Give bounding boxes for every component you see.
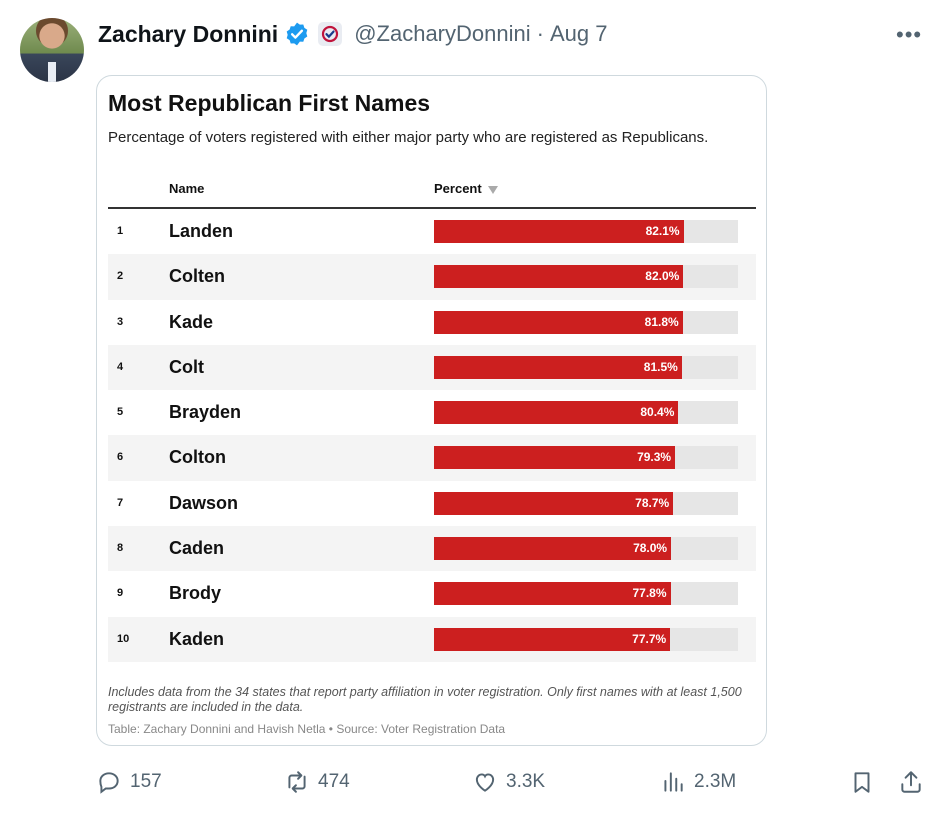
- bookmark-icon: [854, 772, 870, 793]
- bar-track: 77.8%: [434, 582, 738, 606]
- row-rank: 7: [117, 496, 124, 509]
- more-options-icon[interactable]: •••: [896, 22, 923, 47]
- bar-fill: 81.8%: [434, 310, 683, 334]
- bar-fill: 77.8%: [434, 582, 671, 606]
- verified-badge-icon[interactable]: [284, 21, 310, 47]
- table-row: 10 Kaden 77.7%: [108, 616, 756, 662]
- header-separator: ·: [536, 21, 544, 46]
- bar-fill: 82.0%: [434, 265, 684, 289]
- like-button[interactable]: 3.3K: [472, 762, 545, 802]
- row-name: Dawson: [169, 492, 239, 513]
- bar-fill: 77.7%: [434, 627, 671, 651]
- bar-value-label: 77.7%: [632, 631, 667, 646]
- row-rank: 9: [117, 587, 124, 600]
- media-card[interactable]: Most Republican First Names Percentage o…: [96, 75, 767, 746]
- row-name: Brayden: [169, 402, 242, 423]
- author-avatar[interactable]: [20, 18, 84, 82]
- row-rank: 4: [117, 360, 124, 373]
- bar-track: 81.5%: [434, 355, 738, 379]
- table-row: 2 Colten 82.0%: [108, 254, 756, 300]
- table-note: Includes data from the 34 states that re…: [108, 685, 742, 714]
- share-icon: [901, 771, 921, 793]
- bar-value-label: 80.4%: [640, 405, 675, 420]
- bar-value-label: 77.8%: [632, 586, 667, 601]
- row-name: Landen: [169, 221, 234, 241]
- bar-value-label: 82.0%: [645, 269, 680, 284]
- affiliation-badge-icon[interactable]: [318, 22, 343, 46]
- column-header-percent-label: Percent: [434, 181, 482, 196]
- bar-fill: 78.0%: [434, 537, 672, 561]
- row-name: Colton: [169, 447, 226, 468]
- row-rank: 3: [117, 315, 124, 328]
- views-chart-icon: [664, 772, 683, 792]
- row-name: Colten: [169, 266, 225, 287]
- row-rank: 5: [117, 406, 124, 419]
- bar-value-label: 78.7%: [635, 495, 670, 510]
- row-rank: 8: [117, 542, 124, 555]
- author-handle[interactable]: @ZacharyDonnini: [354, 21, 531, 46]
- row-rank: 6: [117, 451, 124, 464]
- bar-track: 79.3%: [434, 446, 738, 470]
- column-header-name: Name: [169, 181, 205, 196]
- reply-button[interactable]: 157: [96, 762, 162, 802]
- bar-fill: 80.4%: [434, 401, 679, 425]
- table-row: 9 Brody 77.8%: [108, 571, 756, 616]
- row-name: Kaden: [169, 628, 225, 649]
- bar-fill: 82.1%: [434, 220, 684, 243]
- bar-track: 78.0%: [434, 537, 738, 561]
- tweet-header: Zachary Donnini @ZacharyDonnini · Aug 7: [98, 20, 607, 48]
- chart-title: Most Republican First Names: [108, 90, 431, 116]
- table-row: 4 Colt 81.5%: [108, 344, 756, 391]
- bar-track: 82.1%: [434, 220, 738, 243]
- bar-track: 80.4%: [434, 401, 738, 425]
- bar-value-label: 81.5%: [643, 359, 678, 374]
- row-rank: 1: [117, 225, 124, 237]
- bar-track: 81.8%: [434, 310, 738, 334]
- row-name: Colt: [169, 356, 204, 377]
- retweet-button[interactable]: 474: [284, 762, 350, 802]
- sort-descending-icon: [487, 185, 498, 194]
- bar-fill: 81.5%: [434, 355, 682, 379]
- share-button[interactable]: [898, 762, 924, 802]
- action-bar: 157 474 3.3K 2.3M: [0, 762, 950, 802]
- like-count: 3.3K: [506, 771, 546, 792]
- bar-track: 82.0%: [434, 265, 738, 289]
- bar-fill: 78.7%: [434, 491, 674, 515]
- bar-value-label: 82.1%: [645, 224, 680, 238]
- reply-count: 157: [130, 771, 162, 792]
- bar-track: 77.7%: [434, 627, 738, 651]
- bar-fill: 79.3%: [434, 446, 676, 470]
- heart-icon: [475, 773, 495, 792]
- bookmark-button[interactable]: [849, 762, 875, 802]
- row-name: Brody: [169, 583, 222, 604]
- row-rank: 2: [117, 270, 124, 283]
- column-header-percent: Percent: [434, 181, 498, 196]
- table-row: 1 Landen 82.1%: [108, 209, 756, 254]
- avatar-shirt: [48, 62, 56, 82]
- tweet-date[interactable]: Aug 7: [549, 21, 608, 46]
- table-row: 8 Caden 78.0%: [108, 526, 756, 572]
- views-button[interactable]: 2.3M: [660, 762, 736, 802]
- retweet-icon: [288, 771, 306, 793]
- bar-track: 78.7%: [434, 491, 738, 515]
- row-rank: 10: [117, 632, 130, 645]
- table-row: 3 Kade 81.8%: [108, 300, 756, 345]
- bar-value-label: 78.0%: [633, 541, 668, 556]
- chart-subtitle: Percentage of voters registered with eit…: [108, 129, 709, 146]
- retweet-count: 474: [318, 771, 350, 792]
- table-row: 6 Colton 79.3%: [108, 435, 756, 481]
- table-row: 7 Dawson 78.7%: [108, 481, 756, 526]
- views-count: 2.3M: [694, 771, 737, 792]
- bar-value-label: 81.8%: [644, 314, 679, 329]
- table-source: Table: Zachary Donnini and Havish Netla …: [108, 722, 506, 736]
- author-name[interactable]: Zachary Donnini: [98, 20, 279, 47]
- table-row: 5 Brayden 80.4%: [108, 390, 756, 435]
- bar-value-label: 79.3%: [637, 450, 672, 465]
- header-rule: [108, 207, 756, 209]
- row-name: Caden: [169, 538, 225, 559]
- row-name: Kade: [169, 311, 214, 332]
- reply-icon: [99, 772, 119, 794]
- table-body: 1 Landen 82.1% 2 Colten 82.0% 3 Kade 81.8% 4 Colt 8…: [108, 209, 756, 662]
